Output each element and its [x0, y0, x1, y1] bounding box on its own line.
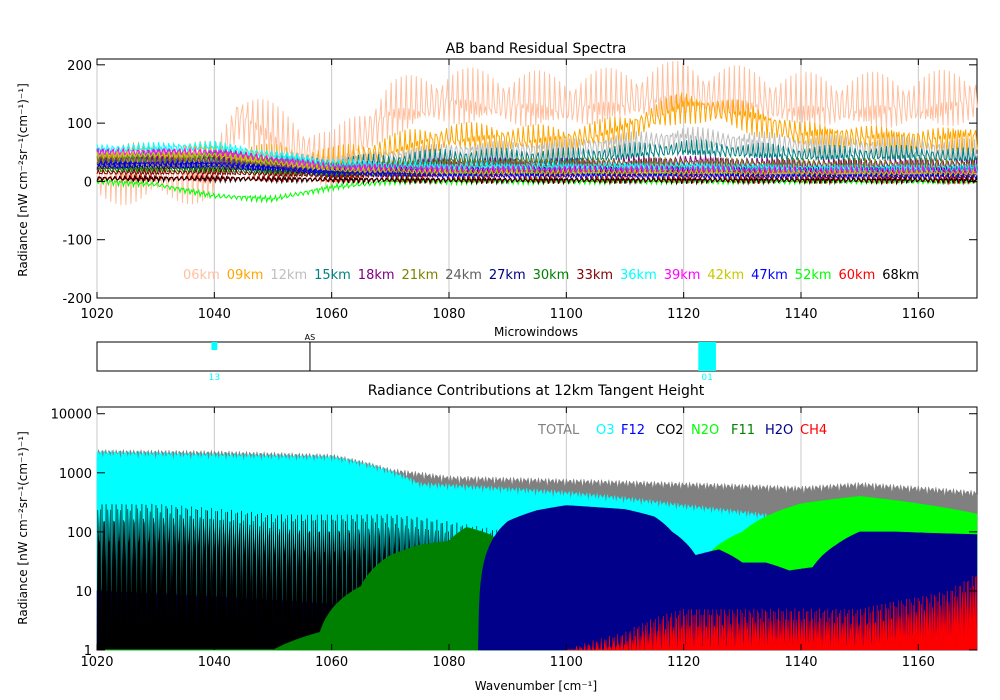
x-tick-label: 1020	[80, 655, 113, 670]
x-tick-label: 1020	[80, 307, 113, 322]
x-tick-label: 1060	[315, 655, 348, 670]
residual-title: AB band Residual Spectra	[446, 41, 627, 57]
legend-entry-27km: 27km	[489, 268, 526, 283]
series-area-CH4	[566, 575, 978, 651]
legend-entry-CO2: CO2	[656, 423, 684, 438]
x-tick-label: 1100	[550, 307, 583, 322]
x-tick-label: 1160	[902, 655, 935, 670]
legend-entry-68km: 68km	[882, 268, 919, 283]
legend-entry-F11: F11	[731, 423, 755, 438]
contributions-y-axis: 1 10 100 1000 10000	[51, 408, 977, 659]
series-line-06km	[96, 60, 978, 206]
y-tick-label: 10000	[51, 408, 92, 423]
legend-entry-33km: 33km	[576, 268, 613, 283]
legend-entry-39km: 39km	[664, 268, 701, 283]
legend-entry-06km: 06km	[183, 268, 220, 283]
legend-entry-TOTAL: TOTAL	[537, 423, 580, 438]
x-tick-label: 1040	[198, 655, 231, 670]
residual-y-axis: -200 -100 0 100 200	[62, 59, 977, 307]
legend-entry-18km: 18km	[358, 268, 395, 283]
residual-y-axis-label: Radiance [nW cm⁻²sr⁻¹(cm⁻¹)⁻¹]	[16, 83, 30, 276]
legend-entry-CH4: CH4	[800, 423, 827, 438]
x-tick-label: 1080	[432, 307, 465, 322]
x-tick-label: 1120	[667, 307, 700, 322]
microwindows-frame	[96, 341, 978, 372]
residual-series	[96, 60, 978, 206]
y-tick-label: 1000	[59, 467, 92, 482]
microwindow-label-01: 01	[701, 373, 712, 383]
legend-entry-36km: 36km	[620, 268, 657, 283]
x-tick-label: 1160	[902, 307, 935, 322]
marker-label-AS: AS	[305, 333, 316, 342]
x-tick-label: 1120	[667, 655, 700, 670]
series-line-47km	[96, 159, 978, 182]
legend-entry-F12: F12	[621, 423, 645, 438]
residual-chart: AB band Residual Spectra 1020 1040 1060 108…	[16, 41, 978, 322]
y-tick-label: 100	[67, 526, 92, 541]
legend-entry-O3: O3	[596, 423, 615, 438]
microwindows-items: 13 01 AS	[209, 333, 716, 383]
residual-x-axis: 1020 1040 1060 1080 1100 1120 1140 1160	[80, 59, 935, 322]
contributions-chart: Radiance Contributions at 12km Tangent H…	[16, 383, 978, 693]
legend-entry-52km: 52km	[795, 268, 832, 283]
y-tick-label: 0	[84, 175, 92, 190]
legend-entry-H2O: H2O	[765, 423, 793, 438]
contributions-x-axis-label: Wavenumber [cm⁻¹]	[475, 679, 597, 693]
contributions-series	[96, 448, 978, 651]
legend-entry-47km: 47km	[751, 268, 788, 283]
legend-entry-21km: 21km	[402, 268, 439, 283]
legend-entry-15km: 15km	[314, 268, 351, 283]
y-tick-label: 10	[75, 585, 92, 600]
x-tick-label: 1100	[550, 655, 583, 670]
legend-entry-60km: 60km	[839, 268, 876, 283]
x-tick-label: 1060	[315, 307, 348, 322]
contributions-y-axis-label: Radiance [nW cm⁻²sr⁻¹(cm⁻¹)⁻¹]	[16, 431, 30, 624]
series-line-68km	[96, 174, 978, 186]
microwindow-label-13: 13	[209, 373, 220, 383]
microwindows-chart: Microwindows 13 01 AS	[96, 325, 978, 383]
legend-entry-42km: 42km	[707, 268, 744, 283]
y-tick-label: 200	[67, 59, 92, 74]
y-tick-label: 1	[84, 644, 92, 659]
y-tick-label: -100	[62, 234, 92, 249]
microwindow-13	[211, 342, 218, 350]
series-line-42km	[96, 149, 978, 179]
residual-legend: 06km 09km 12km 15km 18km 21km 24km 27km 30km 33km…	[183, 268, 919, 283]
contributions-legend: TOTAL O3 F12 CO2 N2O F11 H2O CH4	[537, 423, 827, 438]
y-tick-label: 100	[67, 117, 92, 132]
microwindows-title: Microwindows	[494, 325, 578, 339]
legend-entry-N2O: N2O	[691, 423, 719, 438]
legend-entry-30km: 30km	[533, 268, 570, 283]
contributions-title: Radiance Contributions at 12km Tangent H…	[368, 383, 705, 399]
x-tick-label: 1080	[432, 655, 465, 670]
x-tick-label: 1040	[198, 307, 231, 322]
microwindow-01	[698, 342, 716, 371]
legend-entry-12km: 12km	[270, 268, 307, 283]
legend-entry-24km: 24km	[445, 268, 482, 283]
contributions-x-axis: 1020 1040 1060 1080 1100 1120 1140 1160	[80, 407, 935, 670]
x-tick-label: 1140	[784, 655, 817, 670]
legend-entry-09km: 09km	[227, 268, 264, 283]
y-tick-label: -200	[62, 292, 92, 307]
x-tick-label: 1140	[784, 307, 817, 322]
